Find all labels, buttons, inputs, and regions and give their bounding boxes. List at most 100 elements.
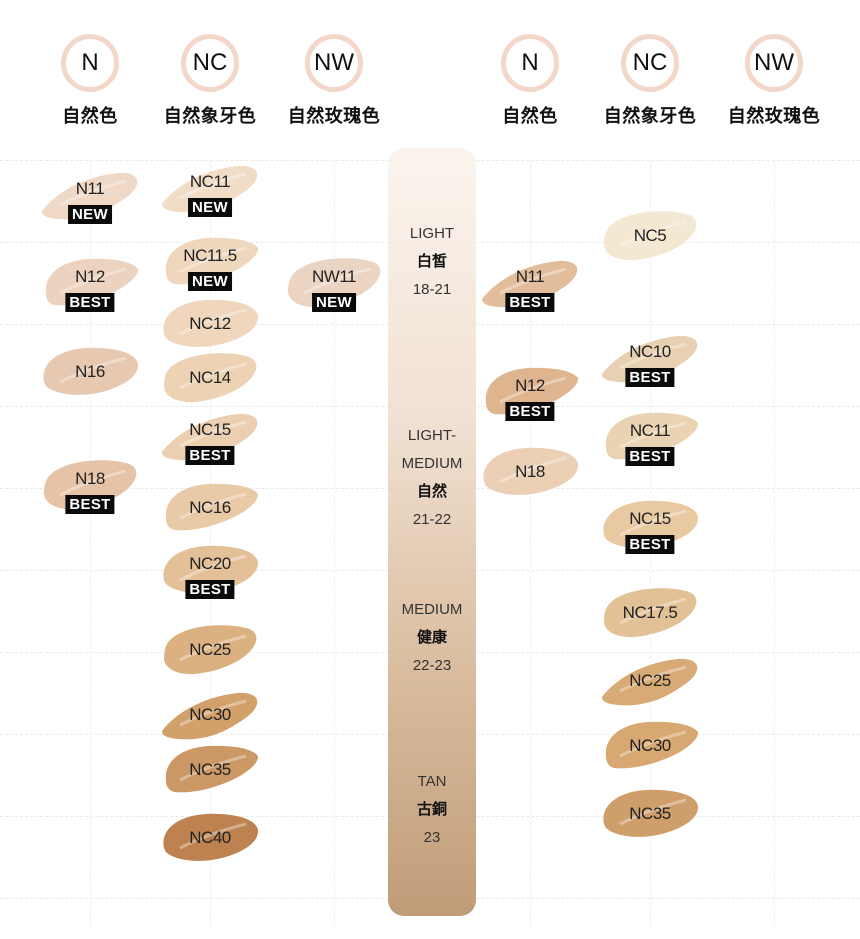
swatch-highlight bbox=[179, 754, 247, 782]
shade-code: NC30 bbox=[189, 705, 231, 724]
tone-name: 白皙 bbox=[416, 253, 447, 270]
shade-swatch: N11 NEW bbox=[40, 165, 140, 225]
tone-light: LIGHT 白皙 18-21 bbox=[388, 220, 476, 304]
tone-range: 18-21 bbox=[412, 281, 452, 298]
finish-code-badge: NW bbox=[305, 34, 363, 92]
tone-tan: TAN 古銅 23 bbox=[388, 768, 476, 852]
shade-code: NC15 bbox=[629, 509, 671, 528]
swatch-highlight bbox=[179, 822, 247, 850]
swatch-highlight bbox=[303, 267, 371, 295]
shade-swatch: NC14 bbox=[160, 348, 260, 408]
swatch-smear bbox=[604, 588, 697, 638]
swatch-highlight bbox=[619, 509, 687, 537]
swatch-smear bbox=[163, 813, 259, 861]
swatch-smear bbox=[165, 745, 259, 793]
shade-swatch: N18 BEST bbox=[40, 455, 140, 515]
shade-code: N12 bbox=[515, 376, 545, 395]
swatch-smear bbox=[603, 789, 699, 837]
swatch-smear bbox=[162, 165, 258, 213]
tone-range: 21-22 bbox=[412, 511, 452, 528]
shade-swatch: NC30 bbox=[160, 685, 260, 745]
shade-code: NC11 bbox=[189, 172, 231, 191]
shade-swatch: NC25 bbox=[600, 651, 700, 711]
finish-name: 自然玫瑰色 bbox=[287, 106, 381, 126]
swatch-highlight bbox=[499, 267, 567, 295]
swatch-highlight bbox=[499, 456, 567, 484]
shade-code: NC25 bbox=[629, 671, 671, 690]
swatch-highlight bbox=[619, 730, 687, 758]
swatch-highlight bbox=[179, 699, 247, 727]
tone-label: MEDIUM bbox=[401, 601, 463, 618]
shade-code: NC16 bbox=[189, 498, 231, 517]
shade-code: N12 bbox=[75, 267, 105, 286]
shade-swatch: NC35 bbox=[160, 740, 260, 800]
swatch-highlight bbox=[179, 554, 247, 582]
swatch-highlight bbox=[179, 308, 247, 336]
shade-code: NC17.5 bbox=[622, 603, 678, 622]
shade-code: N11 bbox=[515, 267, 545, 286]
swatch-highlight bbox=[59, 179, 127, 207]
finish-code-badge: NC bbox=[621, 34, 679, 92]
finish-code-badge: NW bbox=[745, 34, 803, 92]
shade-swatch: N12 BEST bbox=[40, 253, 140, 313]
grid-line bbox=[334, 160, 335, 930]
swatch-highlight bbox=[179, 420, 247, 448]
finish-name: 自然色 bbox=[502, 106, 558, 126]
swatch-smear bbox=[604, 211, 697, 261]
shade-swatch: NW11 NEW bbox=[284, 253, 384, 313]
swatch-smear-shape bbox=[43, 347, 139, 395]
shade-code: NC25 bbox=[189, 640, 231, 659]
swatch-highlight bbox=[179, 492, 247, 520]
swatch-smear-shape bbox=[602, 658, 698, 706]
tone-label: LIGHT bbox=[409, 225, 455, 242]
shade-swatch: NC17.5 bbox=[600, 583, 700, 643]
best-badge: BEST bbox=[625, 447, 675, 466]
column-header-nc-right: NC 自然象牙色 bbox=[590, 34, 710, 128]
tone-name: 古銅 bbox=[416, 801, 447, 818]
column-header-nc-left: NC 自然象牙色 bbox=[150, 34, 270, 128]
column-header-n-right: N 自然色 bbox=[470, 34, 590, 128]
shade-swatch: NC40 bbox=[160, 808, 260, 868]
best-badge: BEST bbox=[625, 535, 675, 554]
swatch-smear bbox=[162, 692, 258, 740]
shade-code: NC12 bbox=[189, 314, 231, 333]
swatch-highlight bbox=[59, 267, 127, 295]
tone-range: 22-23 bbox=[412, 657, 452, 674]
shade-code: N11 bbox=[75, 179, 105, 198]
swatch-smear-shape bbox=[603, 789, 699, 837]
swatch-smear bbox=[483, 447, 579, 495]
shade-swatch: NC11.5 NEW bbox=[160, 232, 260, 292]
shade-code: N18 bbox=[515, 462, 545, 481]
new-badge: NEW bbox=[68, 205, 112, 224]
shade-code: NC11.5 bbox=[183, 246, 237, 265]
best-badge: BEST bbox=[185, 580, 235, 599]
swatch-smear-shape bbox=[605, 721, 699, 769]
shade-code: N18 bbox=[75, 469, 105, 488]
swatch-smear-shape bbox=[163, 299, 259, 347]
swatch-highlight bbox=[179, 172, 247, 200]
swatch-highlight bbox=[619, 220, 687, 248]
column-header-nw-left: NW 自然玫瑰色 bbox=[274, 34, 394, 128]
shade-code: NC40 bbox=[189, 828, 231, 847]
tone-medium: MEDIUM 健康 22-23 bbox=[388, 596, 476, 680]
shade-code: NC11 bbox=[629, 421, 671, 440]
shade-swatch: N11 BEST bbox=[480, 253, 580, 313]
finish-code-badge: N bbox=[501, 34, 559, 92]
shade-code: NC35 bbox=[189, 760, 231, 779]
finish-name: 自然色 bbox=[62, 106, 118, 126]
swatch-smear bbox=[602, 658, 698, 706]
swatch-smear bbox=[164, 625, 257, 675]
swatch-highlight bbox=[619, 665, 687, 693]
swatch-highlight bbox=[179, 362, 247, 390]
swatch-highlight bbox=[619, 798, 687, 826]
finish-code-badge: N bbox=[61, 34, 119, 92]
swatch-highlight bbox=[179, 246, 247, 274]
swatch-smear bbox=[163, 299, 259, 347]
finish-code-badge: NC bbox=[181, 34, 239, 92]
swatch-smear-shape bbox=[604, 211, 697, 261]
swatch-smear-shape bbox=[162, 692, 258, 740]
swatch-smear-shape bbox=[604, 588, 697, 638]
swatch-smear-shape bbox=[483, 447, 579, 495]
swatch-highlight bbox=[59, 356, 127, 384]
